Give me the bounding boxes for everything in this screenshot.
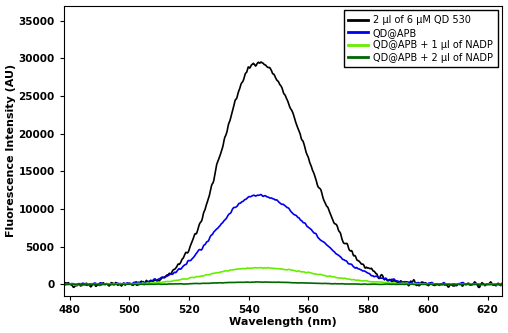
2 μl of 6 μM QD 530 [260,61,266,65]
QD@APB [60,282,67,286]
QD@APB [392,278,398,282]
QD@APB + 2 μl of NADP [499,282,505,286]
QD@APB + 2 μl of NADP [320,281,326,285]
QD@APB [260,194,266,198]
2 μl of 6 μM QD 530 [476,285,482,289]
Legend: 2 μl of 6 μM QD 530, QD@APB, QD@APB + 1 μl of NADP, QD@APB + 2 μl of NADP: 2 μl of 6 μM QD 530, QD@APB, QD@APB + 1 … [343,10,497,67]
2 μl of 6 μM QD 530 [173,265,179,269]
QD@APB [258,192,264,196]
QD@APB + 1 μl of NADP [258,265,264,269]
QD@APB + 2 μl of NADP [355,282,361,286]
QD@APB [355,266,361,270]
QD@APB + 2 μl of NADP [138,282,144,286]
QD@APB + 1 μl of NADP [173,278,179,282]
QD@APB [499,282,505,286]
2 μl of 6 μM QD 530 [320,195,326,199]
QD@APB + 1 μl of NADP [138,282,144,286]
QD@APB + 1 μl of NADP [499,282,505,286]
2 μl of 6 μM QD 530 [259,60,265,64]
Y-axis label: Fluorescence Intensity (AU): Fluorescence Intensity (AU) [6,64,16,237]
QD@APB + 2 μl of NADP [60,282,67,286]
QD@APB + 1 μl of NADP [480,283,486,287]
QD@APB + 2 μl of NADP [252,280,259,284]
QD@APB + 1 μl of NADP [320,273,326,277]
Line: 2 μl of 6 μM QD 530: 2 μl of 6 μM QD 530 [64,62,502,287]
QD@APB [138,281,144,285]
2 μl of 6 μM QD 530 [60,282,67,286]
QD@APB + 1 μl of NADP [392,281,398,285]
QD@APB + 1 μl of NADP [260,266,266,270]
QD@APB + 1 μl of NADP [60,282,67,286]
Line: QD@APB + 1 μl of NADP: QD@APB + 1 μl of NADP [64,267,502,285]
Line: QD@APB: QD@APB [64,194,502,286]
QD@APB + 2 μl of NADP [392,282,398,286]
QD@APB + 1 μl of NADP [355,278,361,282]
X-axis label: Wavelength (nm): Wavelength (nm) [229,317,337,327]
2 μl of 6 μM QD 530 [138,279,144,283]
2 μl of 6 μM QD 530 [499,282,505,286]
Line: QD@APB + 2 μl of NADP: QD@APB + 2 μl of NADP [64,282,502,285]
QD@APB + 2 μl of NADP [173,282,179,286]
QD@APB + 2 μl of NADP [497,283,503,287]
2 μl of 6 μM QD 530 [392,279,398,283]
QD@APB [493,284,499,288]
2 μl of 6 μM QD 530 [355,258,361,262]
QD@APB [320,240,326,244]
QD@APB [173,270,179,274]
QD@APB + 2 μl of NADP [260,280,266,284]
